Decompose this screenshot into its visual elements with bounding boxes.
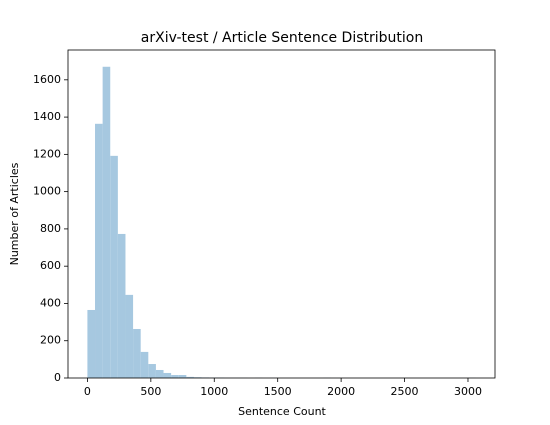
y-tick-label: 0 xyxy=(54,371,61,384)
y-tick-label: 200 xyxy=(40,334,61,347)
bar xyxy=(125,294,134,378)
chart-title: arXiv-test / Article Sentence Distributi… xyxy=(141,30,423,46)
plot-frame xyxy=(67,49,496,379)
bar xyxy=(87,309,96,378)
bar xyxy=(95,123,103,378)
bar xyxy=(163,372,172,378)
y-tick-label: 800 xyxy=(40,222,61,235)
bar xyxy=(171,375,179,378)
bar xyxy=(133,328,141,378)
y-tick-label: 1400 xyxy=(33,110,61,123)
x-axis-label: Sentence Count xyxy=(238,405,326,418)
bar xyxy=(102,66,111,378)
y-tick-label: 600 xyxy=(40,259,61,272)
bar xyxy=(155,369,164,378)
x-tick-label: 3000 xyxy=(454,385,482,398)
x-tick-label: 1500 xyxy=(264,385,292,398)
bar xyxy=(148,364,156,378)
y-tick-label: 1000 xyxy=(33,185,61,198)
x-tick-label: 2500 xyxy=(391,385,419,398)
y-tick-label: 1600 xyxy=(33,73,61,86)
bar xyxy=(117,233,126,378)
bar xyxy=(186,376,194,378)
bar xyxy=(110,155,118,378)
x-tick-label: 0 xyxy=(84,385,91,398)
y-axis-label: Number of Articles xyxy=(8,162,21,265)
y-tick-label: 400 xyxy=(40,296,61,309)
x-tick-label: 1000 xyxy=(200,385,228,398)
y-tick-label: 1200 xyxy=(33,147,61,160)
x-tick-label: 500 xyxy=(140,385,161,398)
bar xyxy=(178,375,187,378)
bar xyxy=(140,351,149,378)
x-tick-label: 2000 xyxy=(327,385,355,398)
